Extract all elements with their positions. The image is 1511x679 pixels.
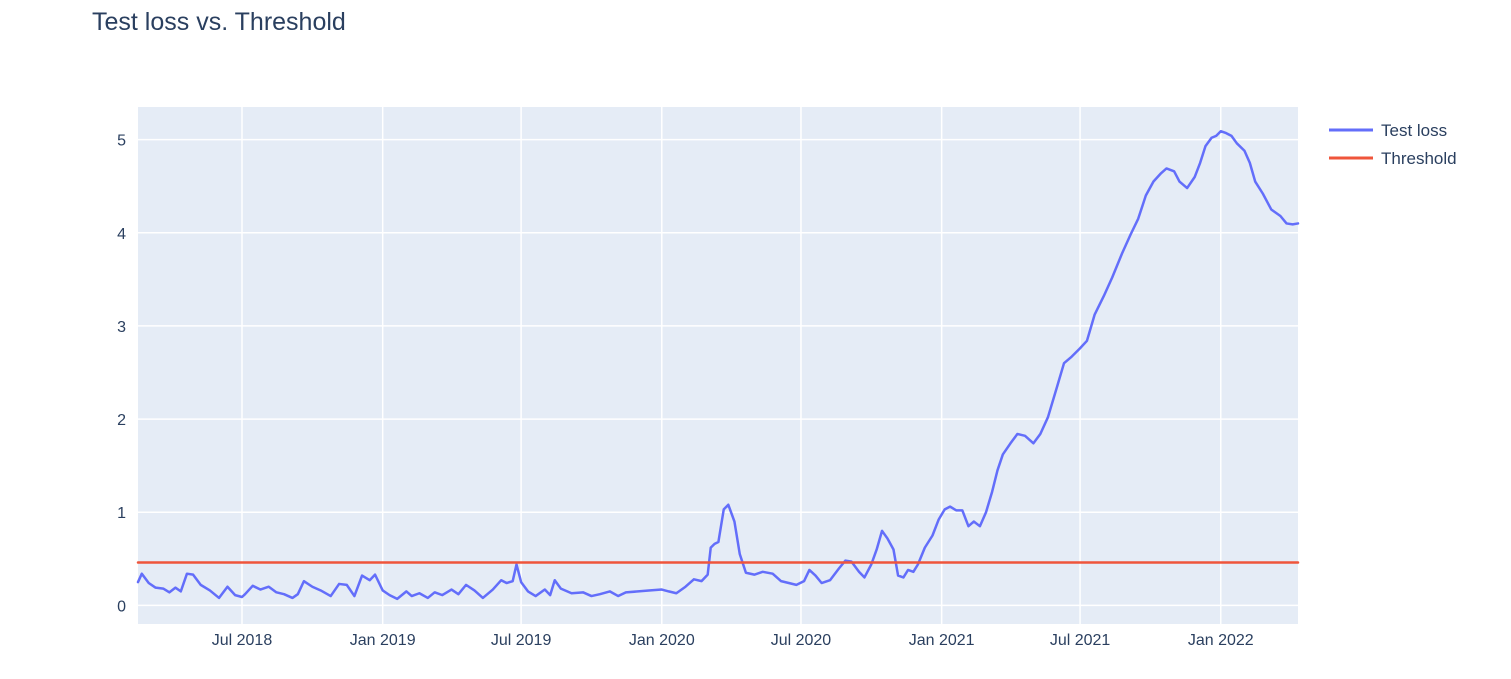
legend-label: Threshold — [1381, 149, 1457, 168]
legend-item-test-loss[interactable]: Test loss — [1329, 121, 1447, 140]
grid-lines — [138, 107, 1298, 624]
y-tick-label: 0 — [117, 598, 126, 615]
y-tick-label: 1 — [117, 505, 126, 522]
x-tick-label: Jul 2020 — [771, 632, 832, 649]
y-tick-label: 2 — [117, 412, 126, 429]
y-tick-label: 4 — [117, 226, 126, 243]
chart-title: Test loss vs. Threshold — [92, 8, 346, 36]
series-layer — [136, 129, 1300, 601]
y-tick-label: 3 — [117, 319, 126, 336]
x-tick-label: Jan 2020 — [629, 632, 695, 649]
x-tick-label: Jul 2018 — [212, 632, 273, 649]
legend-label: Test loss — [1381, 121, 1447, 140]
x-tick-label: Jul 2021 — [1050, 632, 1111, 649]
x-tick-label: Jan 2019 — [350, 632, 416, 649]
axis-labels: Jul 2018 Jan 2019 Jul 2019 Jan 2020 Jul 2020… — [117, 133, 1254, 649]
legend-item-threshold[interactable]: Threshold — [1329, 149, 1457, 168]
y-tick-label: 5 — [117, 133, 126, 150]
plot-area — [138, 107, 1298, 624]
legend[interactable]: Test loss Threshold — [1329, 121, 1457, 168]
x-tick-label: Jan 2022 — [1188, 632, 1254, 649]
x-tick-label: Jul 2019 — [491, 632, 552, 649]
x-tick-label: Jan 2021 — [909, 632, 975, 649]
